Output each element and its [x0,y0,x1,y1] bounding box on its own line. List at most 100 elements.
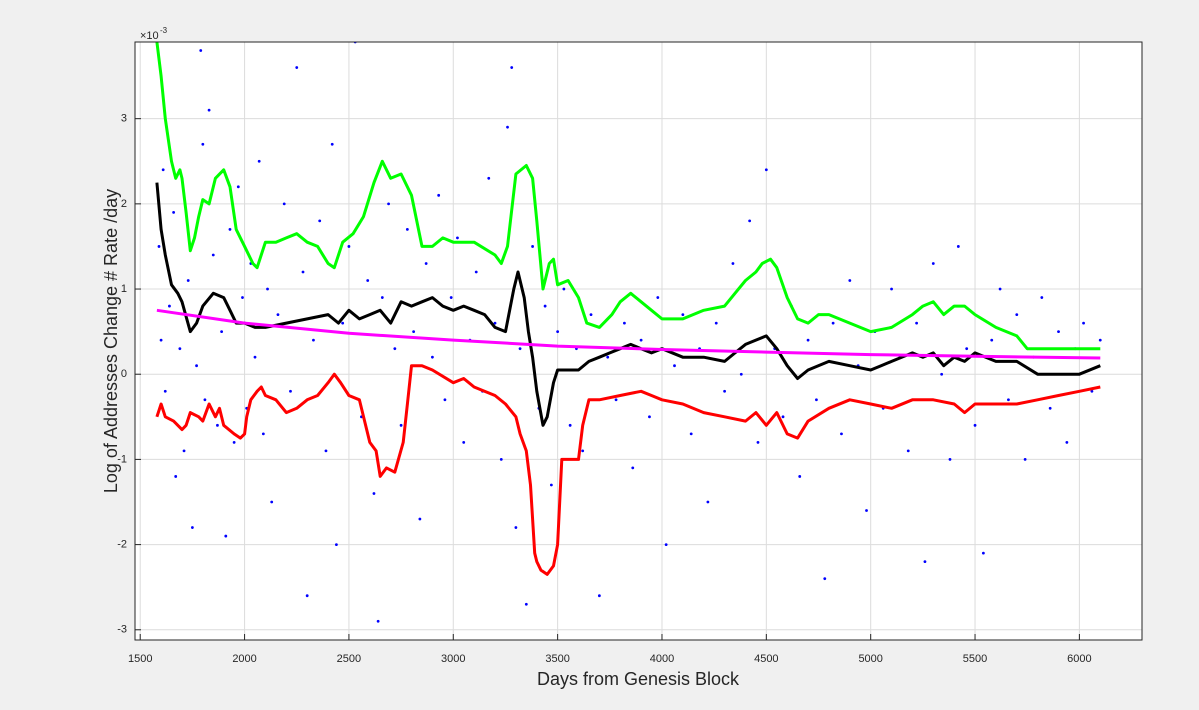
scatter-point [531,245,534,248]
scatter-point [524,602,528,606]
scatter-point [474,270,478,274]
series-line [155,182,1101,427]
x-tick-label: 6000 [1067,653,1091,665]
scatter-point [831,321,835,325]
scatter-point [161,168,165,172]
scatter-point [387,202,390,206]
x-tick-label: 1500 [128,653,152,665]
scatter-point [597,594,601,598]
scatter-point [335,543,338,546]
scatter-point [1098,338,1102,342]
scatter-point [168,304,171,308]
scatter-point [449,296,453,299]
scatter-point [1040,296,1044,299]
scatter-point [1007,398,1010,402]
scatter-point [714,321,718,325]
scatter-point [190,526,194,529]
scatter-point [199,49,203,52]
x-tick-label: 3500 [545,653,569,665]
scatter-point [890,287,893,291]
scatter-point [232,440,236,444]
series-line [155,364,1101,576]
scatter-point [172,210,176,214]
y-tick-label: -2 [117,538,127,550]
scatter-point [568,423,572,427]
scatter-point [341,321,345,325]
scatter-point [174,475,178,478]
y-tick-label: 1 [121,283,127,295]
scatter-point [195,364,198,368]
scatter-point [347,245,351,248]
scatter-point [157,245,161,248]
scatter-point [186,279,190,282]
scatter-point [220,330,224,334]
scatter-point [990,338,994,342]
scatter-point [731,262,735,265]
scatter-point [1090,389,1094,393]
scatter-point [614,398,618,402]
scatter-point [318,219,322,223]
scatter-point [656,296,660,299]
scatter-point [324,449,328,453]
x-axis-label: Days from Genesis Block [537,669,740,689]
grid [135,42,1142,640]
y-tick-label: -3 [117,624,127,636]
y-tick-label: 0 [121,368,127,380]
scatter-point [543,304,547,308]
scatter-point [764,168,768,172]
y-tick-label: 2 [121,198,127,210]
scatter-point [372,492,376,495]
scatter-point [487,176,491,180]
scatter-point [431,355,434,359]
scatter-point [380,296,384,299]
scatter-point [257,159,261,163]
scatter-point [289,389,292,393]
scatter-point [1065,440,1069,444]
scatter-point [781,415,785,419]
scatter-point [681,313,685,316]
scatter-point [178,347,182,351]
x-tick-label: 2500 [337,653,361,665]
scatter-point [462,440,466,444]
scatter-point [412,330,416,334]
scatter-point [673,364,676,368]
scatter-point [216,423,219,427]
scatter-point [163,389,167,393]
scatter-point [631,466,635,470]
scatter-point [376,619,380,623]
scatter-point [581,449,585,453]
series-line [156,308,1101,360]
scatter-point [823,577,827,581]
scatter-point [723,389,726,393]
scatter-point [424,262,428,265]
scatter-point [664,543,668,546]
y-axis-label: Log of Addresses Change # Rate /day [101,189,121,493]
y-tick-label: 3 [121,113,127,125]
scatter-point [295,66,299,69]
scatter-point [159,338,163,342]
scatter-point [182,449,186,453]
scatter-point [456,236,459,240]
y-tick-label: -1 [117,453,127,465]
x-tick-label: 3000 [441,653,465,665]
scatter-point [1023,458,1027,461]
scatter-point [270,500,274,504]
scatter-point [940,372,944,376]
scatter-point [393,347,397,351]
scatter-point [840,432,843,436]
x-tick-label: 5000 [858,653,882,665]
scatter-point [865,509,868,512]
scatter-point [228,228,232,231]
scatter-point [493,321,497,325]
ticks: 1500 2000 2500 3000 3500 4000 4500 5000 5500 6000… [117,113,1091,665]
scatter-point [623,321,626,325]
scatter-point [848,279,852,282]
series-line [155,42,1101,351]
scatter-point [203,398,207,402]
y-exponent-base: ×10 [140,30,159,42]
scatter-point [224,534,228,538]
scatter-point [1082,321,1085,325]
scatter-point [253,355,257,359]
scatter-point [366,279,370,282]
scatter-point [739,372,743,376]
